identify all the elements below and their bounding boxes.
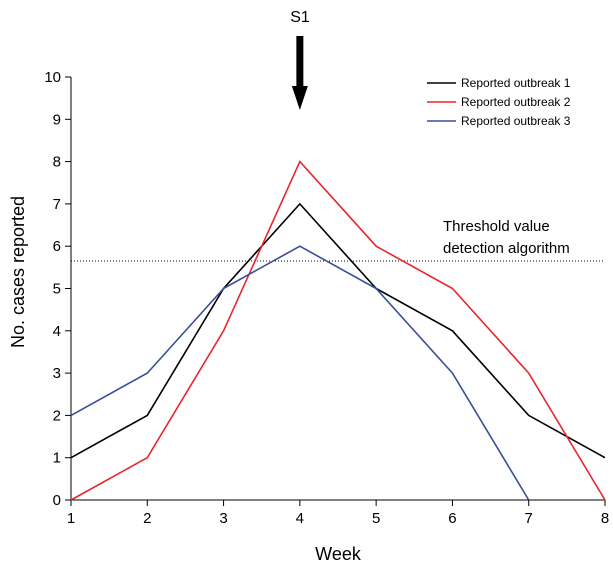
x-tick-label: 1: [67, 510, 75, 527]
y-tick-label: 5: [53, 281, 61, 298]
y-tick-label: 1: [53, 450, 61, 467]
x-tick-label: 3: [219, 510, 227, 527]
x-tick-label: 8: [601, 510, 609, 527]
arrow-shaft: [296, 36, 304, 88]
y-axis-title: No. cases reported: [8, 196, 28, 348]
x-axis-ticks: 1 2 3 4 5 6 7 8: [67, 500, 609, 527]
y-tick-label: 2: [53, 407, 61, 424]
y-tick-label: 7: [53, 196, 61, 213]
legend-label-outbreak-3: Reported outbreak 3: [461, 114, 571, 128]
x-tick-label: 5: [372, 510, 380, 527]
s1-marker-label: S1: [290, 9, 310, 26]
y-tick-label: 3: [53, 365, 61, 382]
threshold-label-line2: detection algorithm: [443, 240, 570, 257]
x-tick-label: 7: [525, 510, 533, 527]
down-arrow-icon: [291, 36, 308, 110]
y-tick-label: 8: [53, 154, 61, 171]
axes: [70, 77, 605, 501]
y-tick-label: 10: [44, 69, 61, 86]
x-tick-label: 4: [296, 510, 304, 527]
x-axis-title: Week: [315, 544, 362, 564]
legend-label-outbreak-2: Reported outbreak 2: [461, 95, 571, 109]
y-tick-label: 6: [53, 238, 61, 255]
series-line-outbreak-1: [70, 202, 606, 459]
x-tick-label: 6: [448, 510, 456, 527]
y-axis-ticks: 0 1 2 3 4 5 6 7 8 9 10: [44, 69, 71, 509]
series-lines: [70, 160, 606, 501]
series-line-outbreak-3: [70, 245, 530, 501]
legend-label-outbreak-1: Reported outbreak 1: [461, 76, 571, 90]
threshold-label-line1: Threshold value: [443, 218, 550, 235]
arrow-head: [291, 86, 308, 110]
y-tick-label: 9: [53, 111, 61, 128]
series-line-outbreak-2: [70, 160, 606, 501]
y-tick-label: 4: [53, 323, 61, 340]
legend: Reported outbreak 1 Reported outbreak 2 Re…: [427, 76, 571, 128]
y-tick-label: 0: [53, 492, 61, 509]
x-tick-label: 2: [143, 510, 151, 527]
